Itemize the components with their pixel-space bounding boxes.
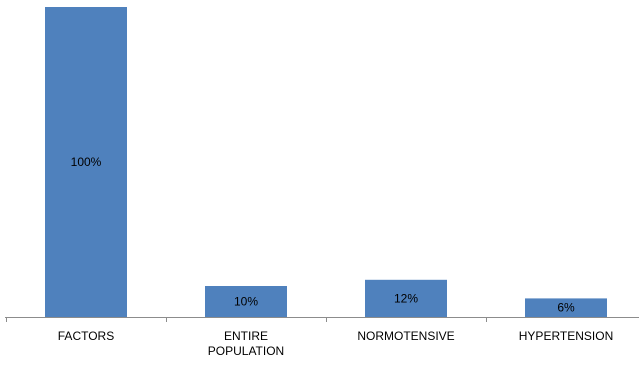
category-label-1: ENTIRE POPULATION [208, 329, 284, 358]
bar-1 [205, 286, 287, 317]
category-label-0-line-0: FACTORS [58, 329, 114, 343]
data-labels: 100% 10% 12% 6% [71, 155, 575, 315]
category-label-1-line-1: POPULATION [208, 344, 284, 358]
data-label-0: 100% [71, 155, 102, 169]
data-label-1: 10% [234, 295, 258, 309]
category-label-2: NORMOTENSIVE [357, 329, 454, 343]
data-label-3: 6% [557, 301, 575, 315]
bar-3 [525, 298, 607, 317]
bars-layer [45, 7, 607, 317]
category-label-3: HYPERTENSION [519, 329, 613, 343]
bar-0 [45, 7, 127, 317]
x-axis-labels: FACTORS ENTIRE POPULATION NORMOTENSIVE HYPER… [58, 329, 613, 358]
category-label-2-line-0: NORMOTENSIVE [357, 329, 454, 343]
data-label-2: 12% [394, 291, 418, 305]
category-label-3-line-0: HYPERTENSION [519, 329, 613, 343]
bar-2 [365, 279, 447, 317]
category-label-0: FACTORS [58, 329, 114, 343]
x-axis-ticks [6, 317, 487, 322]
category-label-1-line-0: ENTIRE [224, 329, 268, 343]
